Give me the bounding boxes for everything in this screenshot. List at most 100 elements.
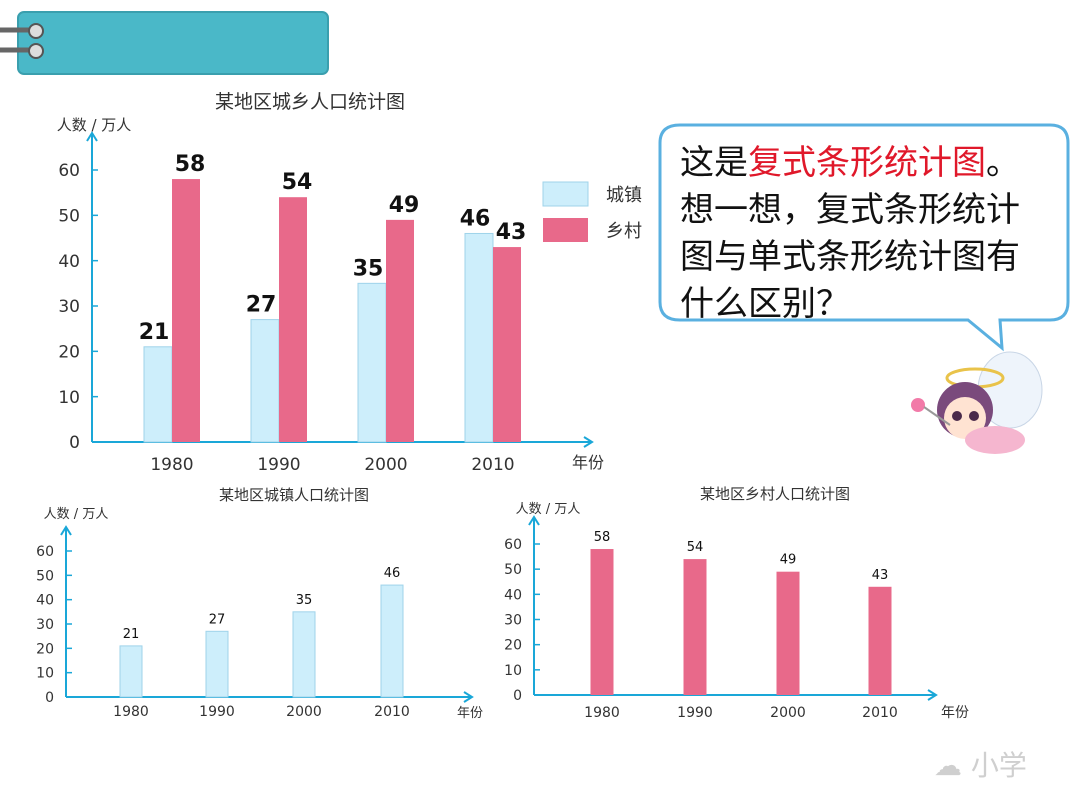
wechat-icon: ☁ [934,749,971,782]
data-label: 21 [123,627,140,642]
watermark: ☁ 小学 [934,744,1027,784]
data-label: 54 [687,540,704,555]
x-tick-label: 2010 [374,704,410,720]
bar [493,247,521,442]
data-label: 27 [209,612,226,627]
x-tick-label: 2000 [364,455,407,475]
y-tick-label: 50 [58,206,80,226]
binder-rings [0,23,44,59]
data-label: 58 [175,152,206,177]
y-tick-label: 20 [58,342,80,362]
bar [357,282,387,443]
data-label: 21 [139,320,170,345]
x-tick-label: 1990 [199,704,235,720]
speech-after-highlight: 。 [986,143,1020,183]
y-tick-label: 50 [504,562,522,578]
bar [172,179,200,443]
bar [776,571,800,695]
data-label: 35 [353,256,384,281]
watermark-text: 小学 [970,749,1027,782]
y-tick-label: 40 [58,252,80,272]
y-tick-label: 30 [504,613,522,629]
data-label: 54 [282,170,313,195]
bar [590,549,614,695]
bar [386,219,414,442]
x-axis-label: 年份 [941,705,969,721]
x-tick-label: 2010 [471,455,514,475]
legend-label: 城镇 [606,185,642,206]
y-axis-arrow [60,525,72,536]
header-bar [17,11,329,75]
y-tick-label: 60 [58,161,80,181]
speech-question: 想一想，复式条形统计图与单式条形统计图有什么区别？ [680,190,1020,324]
y-tick-label: 30 [36,617,54,633]
data-label: 35 [296,593,313,608]
y-axis-label: 人数 / 万人 [44,507,109,522]
y-tick-label: 20 [36,641,54,657]
y-axis-arrow [86,131,98,142]
bar [143,346,173,443]
x-tick-label: 2010 [862,705,898,721]
x-tick-label: 2000 [770,705,806,721]
y-tick-label: 60 [36,544,54,560]
y-tick-label: 0 [45,690,54,706]
bar [279,197,307,442]
y-tick-label: 0 [69,433,80,453]
y-tick-label: 10 [504,663,522,679]
legend-swatch [542,181,589,207]
y-tick-label: 60 [504,537,522,553]
data-label: 49 [780,553,797,568]
x-axis-arrow [583,436,594,448]
speech-text: 这是复式条形统计图。想一想，复式条形统计图与单式条形统计图有什么区别？ [680,140,1040,328]
bar [464,232,494,443]
x-tick-label: 1980 [150,455,193,475]
data-label: 49 [389,193,420,218]
speech-highlight: 复式条形统计图 [748,143,986,183]
y-axis-label: 人数 / 万人 [516,502,581,517]
chart-title: 某地区乡村人口统计图 [700,485,850,503]
y-tick-label: 50 [36,568,54,584]
x-tick-label: 1990 [257,455,300,475]
x-axis-arrow [927,689,938,701]
data-label: 46 [384,566,401,581]
y-tick-label: 0 [513,688,522,704]
bar [683,559,707,695]
x-axis-label: 年份 [457,706,483,721]
y-tick-label: 40 [36,593,54,609]
data-label: 43 [872,568,889,583]
x-tick-label: 1980 [113,704,149,720]
y-tick-label: 10 [58,388,80,408]
speech-prefix: 这是 [680,143,748,183]
bar [250,319,280,443]
y-tick-label: 30 [58,297,80,317]
angel-mascot-illustration [911,351,1043,454]
x-tick-label: 2000 [286,704,322,720]
y-tick-label: 10 [36,666,54,682]
data-label: 58 [594,530,611,545]
y-axis-label: 人数 / 万人 [57,116,132,134]
chart-title: 某地区城乡人口统计图 [215,91,405,113]
y-tick-label: 20 [504,638,522,654]
bar [292,611,316,698]
legend-swatch [543,218,588,242]
x-axis-label: 年份 [572,453,604,472]
y-tick-label: 40 [504,587,522,603]
bar [119,645,143,698]
x-axis-arrow [463,691,474,703]
bar [868,586,892,695]
legend-label: 乡村 [606,221,642,242]
y-axis-arrow [528,515,540,526]
x-tick-label: 1990 [677,705,713,721]
data-label: 46 [460,206,491,231]
speech-bubble [658,123,1070,352]
x-tick-label: 1980 [584,705,620,721]
data-label: 43 [496,220,527,245]
bar [380,584,404,698]
bar [205,630,229,698]
chart-title: 某地区城镇人口统计图 [219,486,369,504]
